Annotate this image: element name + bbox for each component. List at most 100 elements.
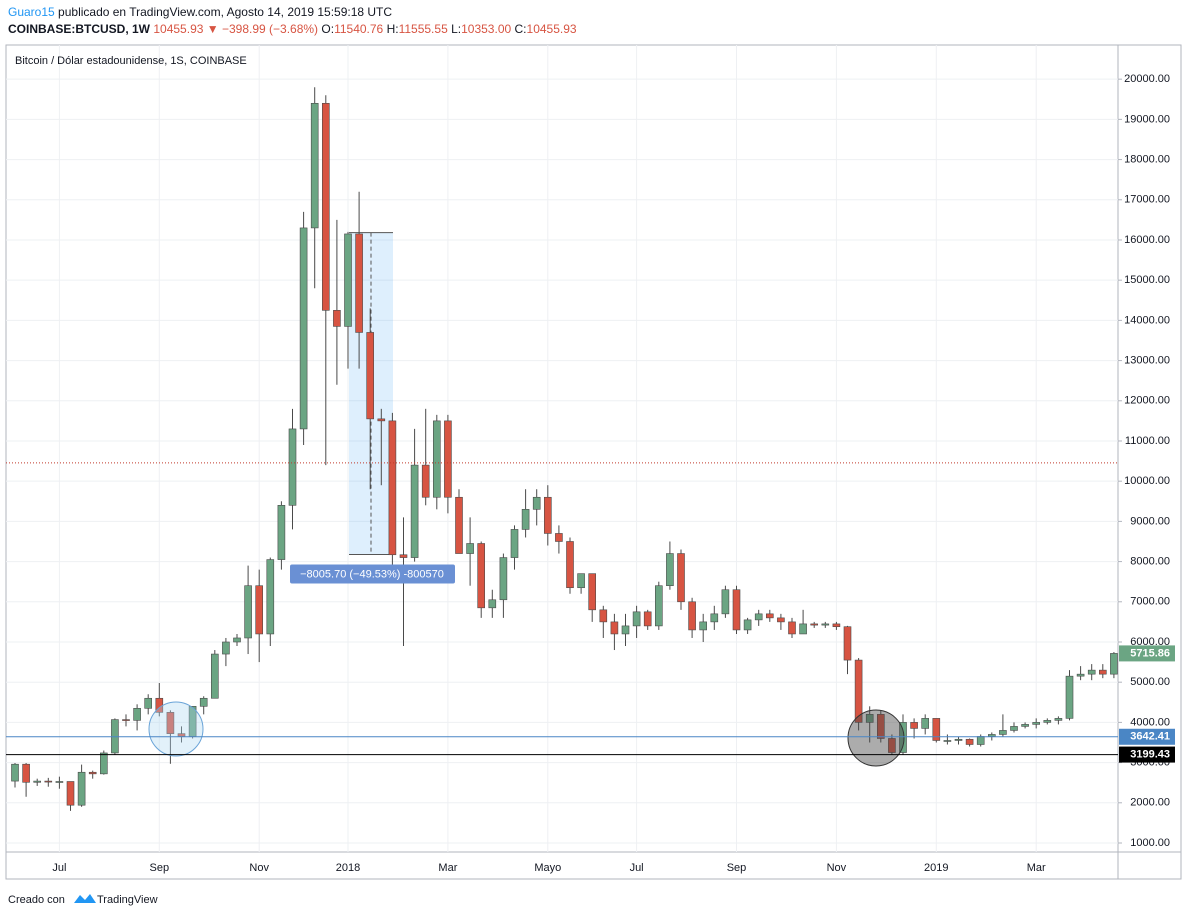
y-tick-label: 6000.00 — [1130, 636, 1170, 648]
candle-body — [666, 553, 674, 587]
candle-body — [444, 420, 452, 498]
y-tick-label: 4000.00 — [1130, 716, 1170, 728]
candle-body — [100, 752, 108, 775]
candle-body — [999, 730, 1007, 735]
candle-body — [732, 589, 741, 631]
y-tick-label: 19000.00 — [1124, 113, 1170, 125]
x-tick-label: Mayo — [534, 862, 561, 874]
candle-body — [821, 623, 830, 626]
candle-body — [333, 310, 341, 327]
candle-body — [399, 554, 408, 558]
candle-body — [1032, 722, 1040, 725]
candle-body — [532, 496, 541, 510]
last-price: 10455.93 — [153, 22, 203, 36]
y-tick-label: 18000.00 — [1124, 153, 1170, 165]
price-label-bg — [1119, 728, 1175, 745]
y-tick-label: 11000.00 — [1125, 435, 1170, 447]
author[interactable]: Guaro15 — [8, 5, 55, 19]
candle-body — [721, 589, 730, 615]
x-tick-label: Sep — [727, 862, 747, 874]
candle-body — [211, 653, 219, 699]
x-tick-label: Mar — [1027, 862, 1046, 874]
candle-body — [88, 771, 97, 775]
author-line: Guaro15 publicado en TradingView.com, Ag… — [8, 5, 392, 19]
candle-body — [388, 420, 397, 556]
candle-body — [965, 738, 974, 745]
highlight-circle — [148, 701, 204, 757]
candle-body — [743, 619, 752, 631]
candle-body — [899, 722, 907, 753]
candle-body — [1021, 724, 1029, 727]
o-value: 11540.76 — [334, 22, 383, 36]
y-tick-label: 14000.00 — [1124, 314, 1170, 326]
highlight-circle — [847, 709, 905, 767]
candle-body — [310, 102, 319, 229]
candle-body — [22, 763, 30, 783]
candle-body — [421, 464, 430, 498]
y-tick-label: 12000.00 — [1124, 395, 1170, 407]
price-label: 3642.41 — [1130, 731, 1170, 743]
candle-body — [754, 613, 763, 621]
y-tick-label: 10000.00 — [1124, 475, 1170, 487]
candle-body — [843, 626, 852, 661]
candle-body — [377, 418, 386, 422]
x-tick-label: Nov — [827, 862, 847, 874]
candle-body — [810, 623, 819, 626]
y-tick-label: 8000.00 — [1130, 555, 1170, 567]
c-key: C: — [515, 22, 527, 36]
y-tick-label: 2000.00 — [1130, 797, 1170, 809]
candle-body — [643, 611, 652, 627]
candle-body — [222, 641, 230, 655]
candle-body — [765, 613, 774, 619]
symbol: COINBASE:BTCUSD, 1W — [8, 22, 151, 36]
candle-body — [477, 543, 486, 609]
candle-body — [566, 541, 574, 589]
candle-body — [488, 599, 497, 609]
y-tick-label: 13000.00 — [1124, 354, 1170, 366]
candle-body — [976, 736, 985, 745]
candle-body — [1043, 720, 1052, 723]
candle-body — [33, 780, 42, 783]
candle-body — [543, 496, 552, 534]
measure-label-bg — [290, 564, 455, 584]
candle-body — [688, 601, 696, 631]
y-tick-label: 9000.00 — [1130, 515, 1170, 527]
l-value: 10353.00 — [461, 22, 511, 36]
candle-body — [555, 533, 563, 542]
candle-body — [599, 609, 608, 623]
last-price-bg — [1119, 645, 1175, 662]
candle-body — [111, 719, 119, 754]
footer-brand[interactable]: TradingView — [97, 894, 158, 906]
x-tick-label: 2018 — [336, 862, 360, 874]
x-tick-label: Mar — [438, 862, 457, 874]
y-tick-label: 17000.00 — [1124, 194, 1170, 206]
candle-body — [521, 509, 530, 530]
candle-body — [410, 464, 419, 558]
candle-body — [1099, 669, 1107, 675]
overlay: −8005.70 (−49.53%) -800570 3642.41 3199.43… — [6, 462, 1175, 763]
y-tick-label: 20000.00 — [1124, 73, 1170, 85]
candle-body — [632, 611, 641, 627]
candle-body — [588, 573, 597, 611]
o-key: O: — [321, 22, 334, 36]
candle-body — [233, 637, 241, 643]
y-tick-label: 16000.00 — [1124, 234, 1170, 246]
symbol-line: COINBASE:BTCUSD, 1W 10455.93 ▼ −398.99 (… — [8, 22, 577, 36]
candle-body — [788, 621, 796, 635]
candle-body — [876, 714, 885, 739]
published: publicado en TradingView.com, Agosto 14,… — [58, 5, 392, 19]
candle-body — [777, 617, 785, 623]
candle-body — [321, 102, 330, 311]
l-key: L: — [451, 22, 461, 36]
candle-body — [577, 573, 585, 589]
candle-body — [77, 771, 86, 806]
candle-body — [244, 585, 252, 639]
candle-body — [1087, 669, 1096, 675]
candle-body — [455, 496, 463, 554]
last-price-label: 5715.86 — [1130, 647, 1170, 659]
h-value: 11555.55 — [399, 22, 448, 36]
x-tick-label: Jul — [630, 862, 644, 874]
candle-body — [199, 697, 208, 707]
price-label: 3199.43 — [1130, 748, 1170, 760]
x-tick-label: Jul — [52, 862, 66, 874]
